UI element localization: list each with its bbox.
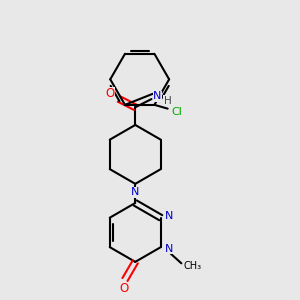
- Text: N: N: [131, 187, 140, 197]
- Text: N: N: [153, 91, 161, 101]
- Text: CH₃: CH₃: [184, 261, 202, 271]
- Text: H: H: [164, 95, 172, 106]
- Text: O: O: [120, 282, 129, 296]
- Text: O: O: [106, 87, 115, 100]
- Text: N: N: [165, 244, 173, 254]
- Text: Cl: Cl: [172, 106, 182, 117]
- Text: N: N: [165, 211, 173, 221]
